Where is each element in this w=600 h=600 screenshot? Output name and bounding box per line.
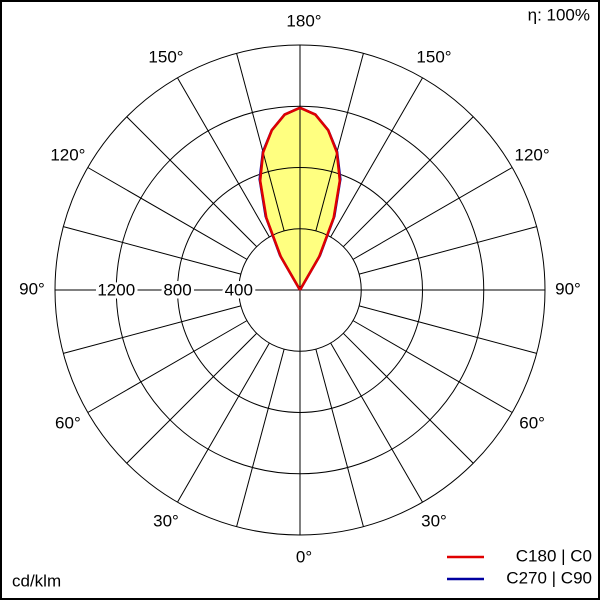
- spoke: [177, 342, 270, 503]
- spoke: [330, 342, 423, 503]
- spoke: [63, 305, 241, 354]
- spoke: [126, 332, 258, 464]
- spoke: [63, 226, 241, 275]
- legend-label: C270 | C90: [506, 568, 592, 587]
- theta-tick-label: 120°: [50, 145, 85, 164]
- spoke: [87, 167, 248, 260]
- spoke: [342, 332, 474, 464]
- theta-tick-label: 90°: [19, 279, 45, 298]
- unit-label: cd/klm: [12, 571, 61, 590]
- theta-tick-label: 30°: [421, 512, 447, 531]
- lobe-fill: [300, 107, 340, 290]
- spoke: [359, 226, 537, 275]
- curve: [298, 106, 342, 291]
- theta-tick-label: 60°: [55, 413, 81, 432]
- legend-label: C180 | C0: [516, 546, 592, 565]
- spoke: [352, 320, 513, 413]
- theta-tick-label: 90°: [555, 279, 581, 298]
- theta-tick-label: 120°: [515, 145, 550, 164]
- spoke: [177, 77, 270, 238]
- theta-tick-label: 60°: [519, 413, 545, 432]
- theta-tick-label: 30°: [153, 512, 179, 531]
- spoke: [342, 116, 474, 248]
- spoke: [359, 305, 537, 354]
- r-tick-label: 800: [163, 280, 191, 299]
- r-tick-label: 400: [225, 280, 253, 299]
- spoke: [236, 349, 285, 527]
- efficiency-label: η: 100%: [528, 5, 590, 24]
- spoke: [87, 320, 248, 413]
- spoke: [330, 77, 423, 238]
- r-tick-label: 1200: [97, 280, 135, 299]
- curve: [258, 106, 302, 291]
- theta-tick-label: 150°: [148, 47, 183, 66]
- spoke: [126, 116, 258, 248]
- spoke: [236, 53, 285, 231]
- theta-tick-label: 0°: [296, 547, 312, 566]
- theta-tick-label: 150°: [416, 47, 451, 66]
- lobe-fill: [260, 107, 300, 290]
- spoke: [315, 53, 364, 231]
- spoke: [315, 349, 364, 527]
- theta-tick-label: 180°: [286, 11, 321, 30]
- spoke: [352, 167, 513, 260]
